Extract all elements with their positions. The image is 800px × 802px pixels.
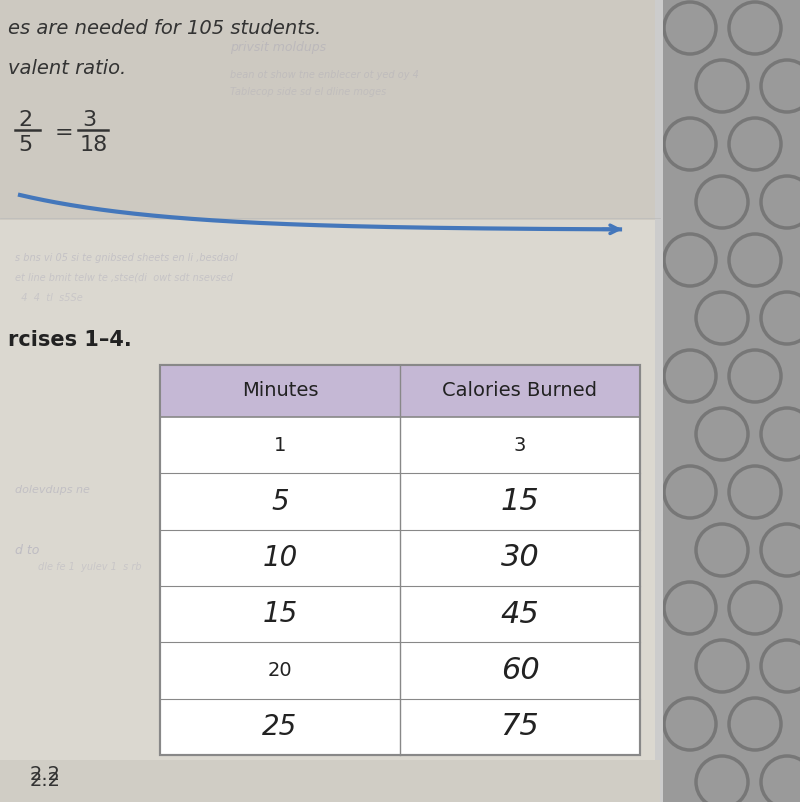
Text: 1: 1 — [274, 435, 286, 455]
Text: 15: 15 — [262, 600, 298, 628]
Text: 4  4  tl  s5Se: 4 4 tl s5Se — [15, 293, 82, 303]
FancyBboxPatch shape — [660, 0, 800, 802]
Text: 5: 5 — [271, 488, 289, 516]
Text: 25: 25 — [262, 713, 298, 741]
Text: 2.2: 2.2 — [30, 765, 61, 784]
Text: bean ot show tne enblecer ot yed oy 4: bean ot show tne enblecer ot yed oy 4 — [230, 70, 419, 80]
Text: d to: d to — [15, 544, 39, 557]
Text: 10: 10 — [262, 544, 298, 572]
Text: 45: 45 — [501, 600, 539, 629]
Text: s bns vi 05 si te gnibsed sheets en li ,besdaol: s bns vi 05 si te gnibsed sheets en li ,… — [15, 253, 238, 263]
FancyBboxPatch shape — [655, 0, 663, 802]
Text: 3: 3 — [82, 110, 96, 130]
Text: 2.2: 2.2 — [30, 771, 61, 789]
Text: Tablecop side sd el dline moges: Tablecop side sd el dline moges — [230, 87, 386, 97]
Text: 30: 30 — [501, 543, 539, 573]
Text: 60: 60 — [501, 656, 539, 685]
FancyBboxPatch shape — [160, 365, 640, 755]
Text: 18: 18 — [80, 135, 108, 155]
Text: =: = — [55, 123, 74, 143]
Text: rcises 1–4.: rcises 1–4. — [8, 330, 132, 350]
FancyBboxPatch shape — [0, 0, 680, 220]
Text: dle fe 1  yulev 1  s rb: dle fe 1 yulev 1 s rb — [38, 562, 142, 572]
FancyBboxPatch shape — [0, 760, 660, 802]
Text: dolevdups ne: dolevdups ne — [15, 485, 90, 495]
Text: valent ratio.: valent ratio. — [8, 59, 126, 78]
Text: Minutes: Minutes — [242, 382, 318, 400]
Text: Calories Burned: Calories Burned — [442, 382, 598, 400]
FancyBboxPatch shape — [160, 365, 640, 417]
Text: 3: 3 — [514, 435, 526, 455]
Text: 5: 5 — [18, 135, 32, 155]
Text: es are needed for 105 students.: es are needed for 105 students. — [8, 18, 322, 38]
Text: 20: 20 — [268, 661, 292, 680]
Text: privsit moldups: privsit moldups — [230, 42, 326, 55]
Text: 2: 2 — [18, 110, 32, 130]
Text: et line bmit telw te ,stse(di  owt sdt nsevsed: et line bmit telw te ,stse(di owt sdt ns… — [15, 273, 233, 283]
Text: 75: 75 — [501, 712, 539, 741]
Text: 15: 15 — [501, 487, 539, 516]
